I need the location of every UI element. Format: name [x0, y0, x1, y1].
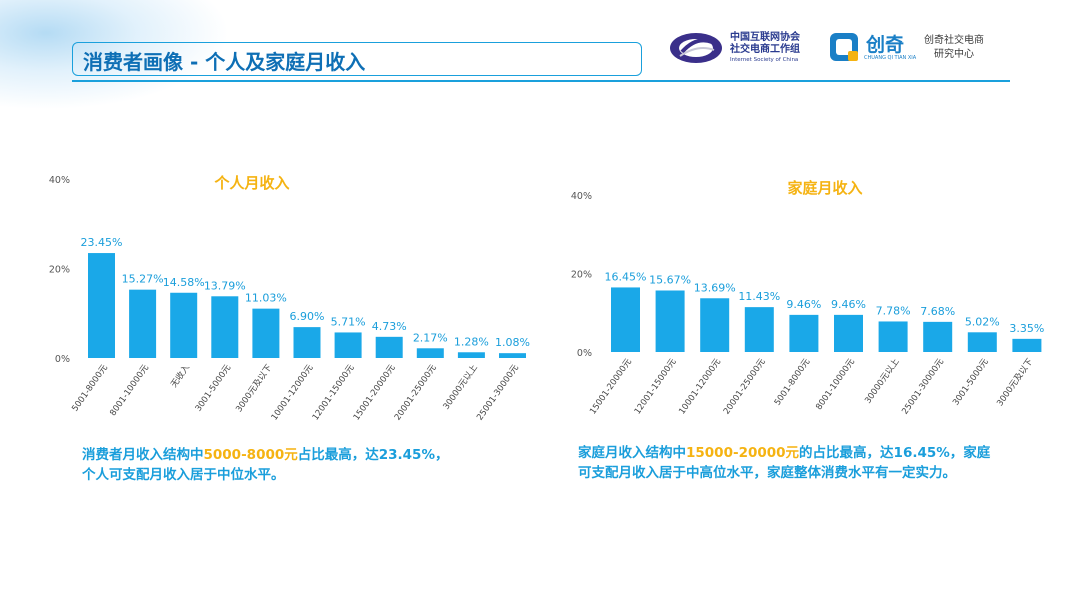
- family-data-label: 13.69%: [694, 281, 736, 294]
- chuangqi-logo-subtitle: CHUANG QI TIAN XIA: [864, 55, 917, 61]
- personal-data-label: 14.58%: [163, 276, 205, 289]
- personal-bar: [252, 308, 280, 358]
- family-chart-title: 家庭月收入: [787, 179, 862, 197]
- personal-x-tick-label: 30000元以上: [442, 363, 481, 412]
- family-bar: [1012, 338, 1042, 352]
- family-x-tick-label: 20001-25000元: [722, 357, 768, 417]
- personal-data-label: 15.27%: [122, 273, 164, 286]
- family-x-tick-label: 8001-10000元: [814, 357, 857, 412]
- family-data-label: 16.45%: [605, 270, 647, 283]
- family-bar: [878, 321, 908, 352]
- isc-logo-icon: [670, 33, 722, 63]
- personal-x-tick-label: 25001-30000元: [475, 363, 521, 423]
- personal-data-label: 6.90%: [290, 310, 325, 323]
- personal-bar: [88, 253, 115, 358]
- left-caption: 消费者月收入结构中5000-8000元占比最高，达23.45%， 个人可支配月收…: [82, 447, 449, 483]
- personal-data-label: 11.03%: [245, 292, 287, 305]
- personal-bar: [334, 332, 362, 358]
- right-caption: 家庭月收入结构中15000-20000元的占比最高，达16.45%，家庭 可支配…: [578, 445, 991, 481]
- corner-decoration: [0, 0, 230, 110]
- personal-bar: [457, 352, 485, 358]
- personal-x-tick-label: 12001-15000元: [311, 363, 357, 423]
- personal-data-label: 13.79%: [204, 279, 246, 292]
- personal-bar: [375, 336, 403, 358]
- isc-logo: 中国互联网协会 社交电商工作组 Internet Society of Chin…: [668, 30, 813, 66]
- personal-x-tick-label: 无收入: [169, 362, 193, 390]
- personal-x-tick-label: 15001-20000元: [352, 363, 398, 423]
- isc-logo-subtitle: Internet Society of China: [730, 57, 799, 63]
- family-x-tick-label: 3000元及以下: [995, 357, 1035, 409]
- family-data-label: 11.43%: [738, 290, 780, 303]
- family-data-label: 9.46%: [831, 298, 866, 311]
- personal-data-label: 5.71%: [331, 315, 366, 328]
- personal-y-tick-label: 20%: [49, 265, 70, 276]
- personal-data-label: 2.17%: [413, 331, 448, 344]
- personal-x-tick-label: 8001-10000元: [108, 363, 151, 418]
- personal-bar: [416, 348, 444, 358]
- family-data-label: 15.67%: [649, 273, 691, 286]
- research-center-label: 创奇社交电商 研究中心: [924, 35, 984, 60]
- personal-data-label: 1.28%: [454, 335, 489, 348]
- left-caption-highlight: 5000-8000元: [203, 447, 298, 463]
- family-x-tick-label: 3001-5000元: [951, 357, 991, 408]
- family-data-label: 3.35%: [1009, 322, 1044, 335]
- family-data-label: 5.02%: [965, 315, 1000, 328]
- personal-bar: [170, 292, 198, 358]
- family-x-tick-label: 10001-12000元: [677, 357, 723, 417]
- personal-bar: [129, 289, 157, 358]
- personal-x-tick-label: 3001-5000元: [194, 363, 234, 414]
- family-data-label: 9.46%: [786, 298, 821, 311]
- family-bar: [834, 314, 863, 352]
- family-y-tick-label: 0%: [577, 348, 592, 359]
- family-y-tick-label: 20%: [571, 270, 592, 281]
- family-x-tick-label: 12001-15000元: [633, 357, 679, 417]
- page-title: 消费者画像 - 个人及家庭月收入: [83, 50, 366, 74]
- chuangqi-logo: 创奇 CHUANG QI TIAN XIA: [828, 30, 918, 66]
- chuangqi-logo-icon: [830, 33, 858, 61]
- chuangqi-logo-name: 创奇: [866, 34, 905, 56]
- family-x-tick-label: 5001-8000元: [773, 357, 813, 408]
- right-caption-highlight: 15000-20000元: [686, 445, 800, 461]
- header-rule: [72, 80, 1010, 82]
- title-bar: 消费者画像 - 个人及家庭月收入: [72, 42, 642, 76]
- family-bar: [923, 321, 953, 352]
- family-bar: [789, 314, 819, 352]
- family-bar: [655, 290, 685, 352]
- personal-x-tick-label: 3000元及以下: [234, 363, 274, 415]
- personal-data-label: 23.45%: [81, 236, 123, 249]
- family-y-tick-label: 40%: [571, 191, 592, 202]
- family-x-tick-label: 15001-20000元: [588, 357, 634, 417]
- personal-y-tick-label: 40%: [49, 175, 70, 186]
- personal-x-tick-label: 20001-25000元: [393, 363, 439, 423]
- family-bar: [744, 307, 774, 352]
- family-bar: [611, 287, 640, 352]
- personal-bar: [499, 353, 526, 358]
- family-x-tick-label: 30000元以上: [863, 357, 902, 406]
- family-bar: [700, 298, 730, 352]
- personal-x-tick-label: 10001-12000元: [270, 363, 316, 423]
- personal-data-label: 1.08%: [495, 336, 530, 349]
- personal-bar: [293, 327, 321, 358]
- family-x-tick-label: 25001-30000元: [900, 357, 946, 417]
- personal-y-tick-label: 0%: [55, 354, 70, 365]
- personal-bar: [211, 296, 239, 358]
- personal-x-tick-label: 5001-8000元: [70, 363, 110, 414]
- family-data-label: 7.78%: [876, 304, 911, 317]
- family-bar: [967, 332, 997, 352]
- family-data-label: 7.68%: [920, 305, 955, 318]
- personal-data-label: 4.73%: [372, 320, 407, 333]
- personal-chart-title: 个人月收入: [213, 174, 289, 192]
- isc-logo-text: 中国互联网协会 社交电商工作组: [730, 32, 800, 55]
